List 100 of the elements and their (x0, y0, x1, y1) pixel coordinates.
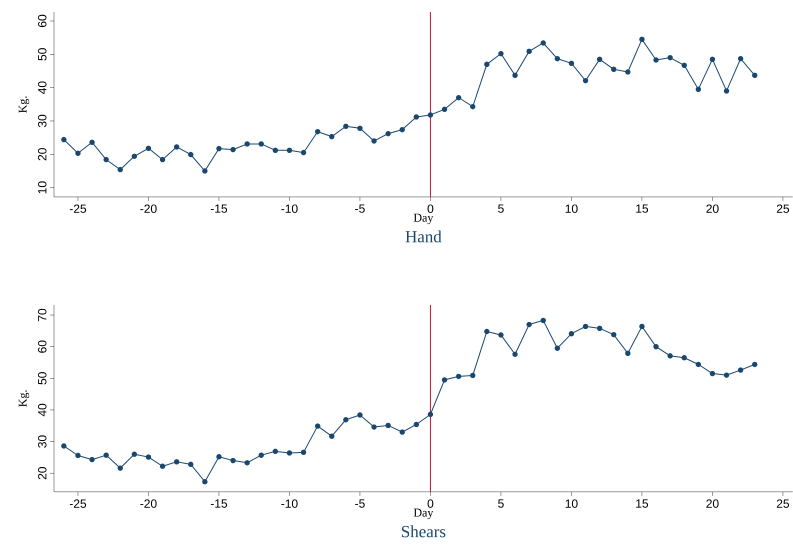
point (400, 127, 405, 132)
point (286, 148, 292, 154)
x-tick-label: -15 (210, 499, 228, 508)
point (414, 114, 420, 120)
x-tick-label: 15 (636, 499, 648, 508)
point (470, 372, 476, 378)
point (498, 51, 504, 56)
point (216, 146, 222, 152)
x-tick-label: 0 (428, 204, 434, 213)
point (442, 106, 448, 112)
point (400, 429, 405, 435)
point (568, 331, 574, 336)
x-tick-label: -15 (210, 204, 228, 213)
point (456, 95, 462, 100)
x-tick-label: -10 (281, 204, 298, 213)
point (498, 332, 504, 338)
point (526, 322, 532, 328)
point (300, 450, 306, 456)
point (286, 450, 292, 456)
point (258, 141, 264, 147)
point (625, 69, 631, 75)
x-tick-label: -5 (355, 499, 365, 508)
point (118, 466, 123, 471)
x-tick-label: 5 (498, 204, 504, 213)
point (724, 372, 730, 378)
point (103, 157, 109, 162)
point (428, 412, 434, 418)
point (216, 454, 222, 460)
point (554, 56, 560, 62)
point (625, 350, 631, 356)
point (188, 462, 194, 468)
y-tick-label: 10 (38, 182, 46, 194)
point (89, 456, 95, 462)
x-tick-label: -10 (281, 499, 298, 508)
point (343, 417, 349, 423)
point (174, 459, 180, 465)
point (230, 458, 236, 464)
point (512, 72, 518, 78)
point (357, 126, 363, 132)
point (89, 140, 95, 146)
point (752, 362, 758, 368)
point (174, 144, 180, 150)
y-tick-label: 30 (38, 114, 46, 128)
x-tick-label: -20 (140, 499, 157, 508)
y-tick-label: 40 (38, 404, 46, 416)
point (385, 422, 391, 428)
point (639, 324, 645, 330)
point (738, 56, 744, 62)
point (639, 36, 645, 42)
text: Shears (402, 525, 446, 538)
point (357, 412, 363, 418)
x-tick-label: -25 (70, 204, 86, 213)
point (202, 479, 208, 485)
point (61, 137, 67, 142)
point (653, 344, 659, 350)
point (75, 150, 81, 156)
point (160, 157, 166, 162)
x-axis-title: Day (414, 214, 434, 224)
point (132, 452, 138, 457)
point (244, 141, 250, 147)
point (118, 167, 123, 172)
x-tick-label: 25 (776, 204, 790, 213)
point (540, 40, 546, 46)
point (103, 452, 109, 458)
point (667, 55, 673, 60)
point (724, 88, 730, 94)
point (244, 460, 250, 466)
point (582, 78, 588, 84)
x-tick-label: -5 (355, 204, 365, 213)
point (752, 72, 758, 78)
y-tick-label: 40 (38, 82, 46, 94)
point (329, 434, 334, 439)
x-tick-label: 20 (706, 204, 719, 213)
point (611, 332, 616, 338)
x-axis-title: Day (414, 508, 434, 520)
y-tick-label: 60 (38, 14, 46, 28)
point (456, 374, 462, 380)
point (667, 353, 673, 359)
point (428, 112, 434, 118)
x-tick-label: 15 (636, 204, 648, 213)
point (484, 62, 490, 68)
point (653, 57, 659, 63)
point (160, 464, 166, 470)
point (710, 370, 716, 376)
point (61, 443, 67, 449)
point (343, 124, 349, 130)
point (568, 60, 574, 66)
point (596, 326, 602, 332)
y-tick-label: 70 (38, 308, 46, 322)
x-tick-label: -20 (140, 204, 157, 213)
point (202, 168, 208, 174)
point (582, 324, 588, 330)
point (146, 454, 152, 460)
point (682, 355, 687, 361)
point (258, 452, 264, 458)
point (329, 134, 334, 140)
point (132, 154, 138, 160)
point (442, 377, 448, 383)
point (314, 423, 320, 429)
y-tick-label: 20 (38, 467, 46, 480)
